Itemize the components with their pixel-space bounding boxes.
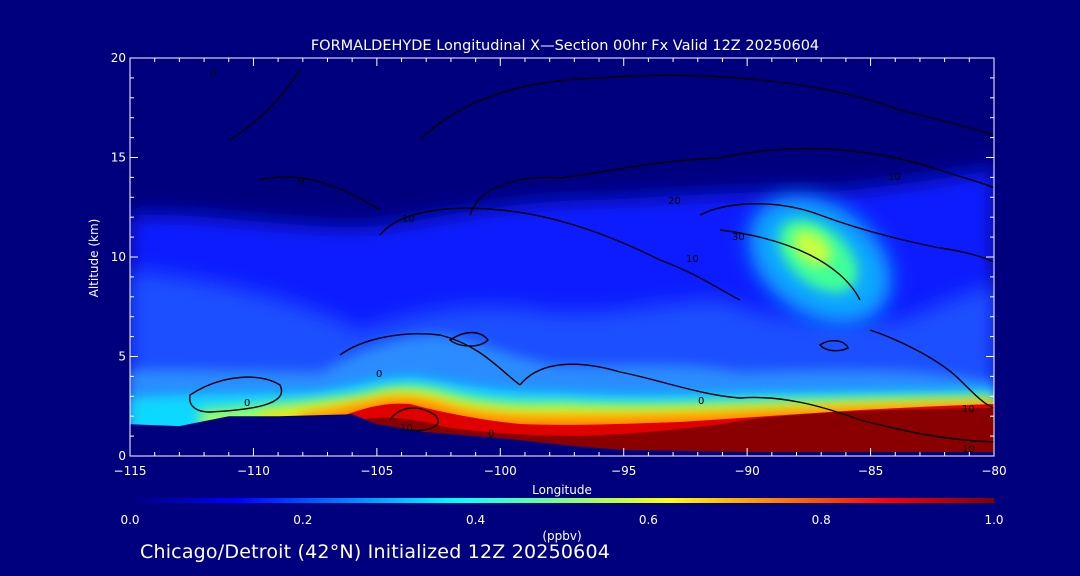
contour-label: 0	[488, 429, 494, 440]
x-tick-label: −105	[360, 464, 393, 478]
y-tick-label: 5	[118, 350, 126, 364]
concentration-field: 0 0 0 0 0 0 10 10 10 10 10 10 30 20	[130, 58, 994, 456]
contour-line	[339, 333, 521, 386]
x-tick-label: −115	[114, 464, 147, 478]
upper-max-core	[792, 230, 832, 266]
contour-lines	[188, 69, 994, 443]
contour-line	[869, 329, 994, 409]
y-axis-label: Altitude (km)	[87, 219, 101, 298]
contour-line	[699, 203, 994, 263]
colorbar-tick-label: 0.0	[120, 513, 139, 527]
y-tick-label: 10	[111, 250, 126, 264]
y-tick-label: 15	[111, 151, 126, 165]
contour-line	[259, 176, 381, 211]
contour-label: 0	[244, 398, 250, 409]
contour-label: 10	[962, 444, 975, 455]
x-tick-label: −85	[858, 464, 883, 478]
contour-line	[469, 147, 994, 216]
contour-label: 10	[888, 172, 901, 183]
contour-label: 0	[376, 369, 382, 380]
contour-label: 10	[686, 254, 699, 265]
x-tick-label: −90	[734, 464, 759, 478]
colorbar-ticks: 0.0 0.2 0.4 0.6 0.8 1.0	[120, 513, 1003, 527]
contour-line	[379, 207, 741, 301]
y-axis: 0 5 10 15 20	[111, 51, 994, 463]
x-axis: −115 −110 −105 −100 −95 −90 −85 −80	[114, 58, 1007, 478]
colorbar-tick-label: 0.4	[466, 513, 485, 527]
contour-label: 10	[400, 423, 413, 434]
footer-caption: Chicago/Detroit (42°N) Initialized 12Z 2…	[140, 541, 611, 563]
x-tick-label: −80	[981, 464, 1006, 478]
contour-line	[448, 331, 489, 347]
x-tick-label: −95	[611, 464, 636, 478]
contour-line	[229, 69, 301, 141]
colorbar-label: (ppbv)	[542, 529, 581, 543]
colorbar-gradient	[130, 498, 994, 503]
contour-line	[739, 396, 994, 443]
colorbar-tick-label: 1.0	[984, 513, 1003, 527]
contour-line	[519, 363, 741, 399]
contour-label: 0	[210, 68, 216, 79]
contour-line	[188, 376, 283, 413]
x-tick-label: −110	[237, 464, 270, 478]
contour-line	[419, 74, 994, 141]
colorbar-tick-label: 0.8	[812, 513, 831, 527]
y-tick-label: 0	[118, 449, 126, 463]
colorbar-tick-label: 0.6	[639, 513, 658, 527]
contour-line	[719, 229, 861, 301]
contour-label: 20	[668, 196, 681, 207]
contour-line	[389, 407, 439, 432]
terrain-surface	[130, 414, 994, 456]
contour-labels: 0 0 0 0 0 0 10 10 10 10 10 10 30 20	[210, 68, 975, 455]
x-tick-label: −100	[484, 464, 517, 478]
contour-label: 0	[698, 396, 704, 407]
contour-label: 10	[962, 404, 975, 415]
chart-title: FORMALDEHYDE Longitudinal X—Section 00hr…	[311, 38, 819, 54]
contour-line	[818, 340, 849, 352]
contour-label: 0	[298, 176, 304, 187]
contour-label: 30	[732, 232, 745, 243]
x-axis-label: Longitude	[532, 483, 592, 497]
colorbar: 0.0 0.2 0.4 0.6 0.8 1.0 (ppbv)	[120, 498, 1004, 543]
colorbar-tick-label: 0.2	[293, 513, 312, 527]
y-tick-label: 20	[111, 51, 126, 65]
contour-label: 10	[402, 214, 415, 225]
